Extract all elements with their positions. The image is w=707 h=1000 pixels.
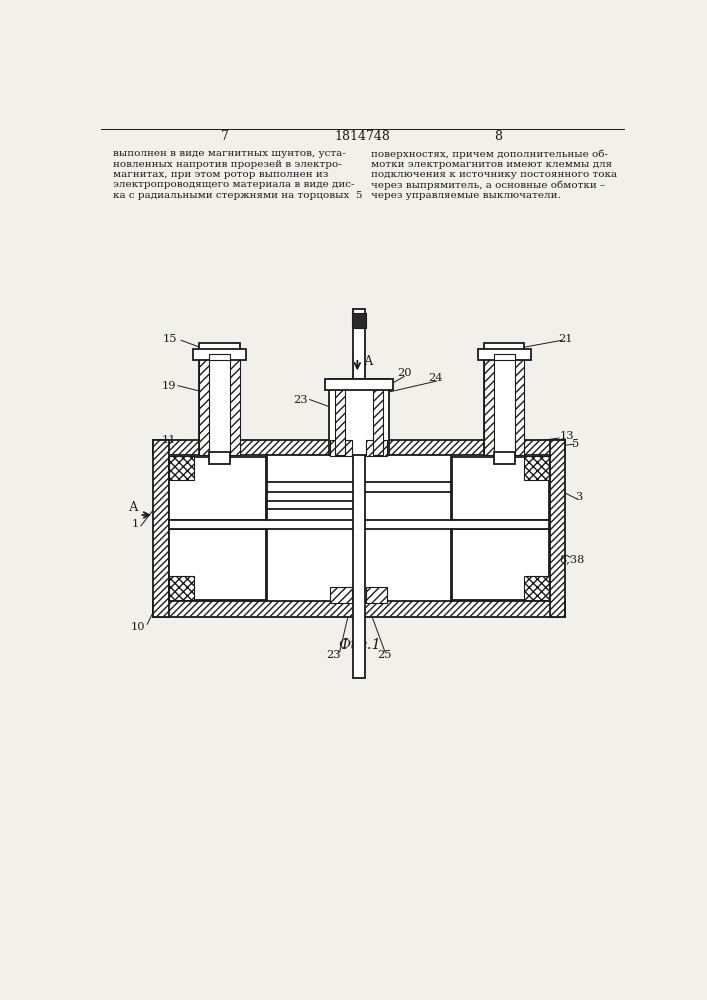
Bar	[484, 359, 493, 455]
Bar	[153, 440, 169, 617]
Text: 10: 10	[131, 622, 145, 632]
Bar	[199, 343, 240, 455]
Text: 19: 19	[162, 381, 176, 391]
Bar	[493, 354, 515, 360]
Text: через управляемые выключатели.: через управляемые выключатели.	[371, 191, 561, 200]
Bar	[452, 457, 549, 520]
Bar	[366, 587, 387, 603]
Text: А: А	[363, 355, 373, 368]
Text: 15: 15	[162, 334, 177, 344]
Bar	[266, 501, 355, 509]
Text: 13: 13	[560, 431, 574, 441]
Bar	[330, 440, 352, 456]
Text: 11: 11	[162, 435, 176, 445]
Text: 1: 1	[132, 519, 139, 529]
Text: 7: 7	[221, 130, 229, 143]
Bar	[373, 389, 382, 455]
Bar	[493, 452, 515, 464]
Text: выполнен в виде магнитных шунтов, уста-: выполнен в виде магнитных шунтов, уста-	[113, 149, 346, 158]
Text: 20: 20	[397, 368, 411, 378]
Bar	[153, 601, 565, 617]
Bar	[452, 529, 549, 600]
Text: 24: 24	[428, 373, 443, 383]
Bar	[170, 529, 267, 600]
Text: 1814748: 1814748	[334, 130, 390, 143]
Text: магнитах, при этом ротор выполнен из: магнитах, при этом ротор выполнен из	[113, 170, 329, 179]
Bar	[330, 587, 352, 603]
Bar	[335, 389, 345, 455]
Text: 23: 23	[293, 395, 308, 405]
Bar	[484, 343, 525, 455]
Text: S: S	[213, 558, 223, 573]
Text: Фиг.1: Фиг.1	[338, 638, 381, 652]
Text: новленных напротив прорезей в электро-: новленных напротив прорезей в электро-	[113, 160, 342, 169]
Text: S: S	[496, 558, 506, 573]
Text: электропроводящего материала в виде дис-: электропроводящего материала в виде дис-	[113, 180, 355, 189]
Bar	[209, 354, 230, 360]
Bar	[515, 359, 525, 455]
Text: подключения к источнику постоянного тока: подключения к источнику постоянного тока	[371, 170, 617, 179]
Bar	[169, 455, 550, 601]
Bar	[170, 457, 267, 520]
Bar	[525, 456, 549, 480]
Text: N: N	[495, 481, 506, 496]
Text: 8,38: 8,38	[559, 554, 585, 564]
Bar	[199, 359, 209, 455]
Text: 21: 21	[558, 334, 573, 344]
Bar	[153, 440, 565, 455]
Text: 3: 3	[575, 492, 582, 502]
Text: поверхностях, причем дополнительные об-: поверхностях, причем дополнительные об-	[371, 149, 608, 159]
Bar	[325, 379, 393, 390]
Text: 8: 8	[494, 130, 502, 143]
Text: 5: 5	[572, 439, 579, 449]
Text: N: N	[212, 481, 223, 496]
Bar	[550, 440, 565, 617]
Bar	[230, 359, 240, 455]
Text: А: А	[129, 501, 138, 514]
Bar	[193, 349, 246, 360]
Bar	[366, 440, 387, 456]
Text: ка с радиальными стержнями на торцовых  5: ка с радиальными стержнями на торцовых 5	[113, 191, 363, 200]
Bar	[478, 349, 530, 360]
Bar	[170, 520, 549, 529]
Bar	[170, 456, 194, 480]
Bar	[329, 379, 389, 455]
Bar	[209, 452, 230, 464]
Text: 23: 23	[326, 650, 341, 660]
Bar	[525, 576, 549, 600]
Text: мотки электромагнитов имеют клеммы для: мотки электромагнитов имеют клеммы для	[371, 160, 612, 169]
Bar	[352, 312, 366, 328]
Bar	[353, 309, 365, 678]
Text: 25: 25	[377, 650, 392, 660]
Bar	[170, 576, 194, 600]
Text: через выпрямитель, а основные обмотки –: через выпрямитель, а основные обмотки –	[371, 180, 605, 190]
